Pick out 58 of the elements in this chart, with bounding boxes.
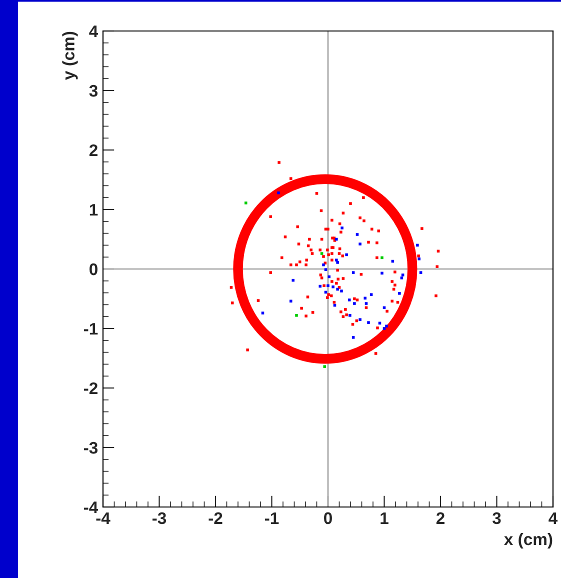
y-axis-title: y (cm) bbox=[62, 32, 78, 80]
point bbox=[323, 365, 326, 368]
point bbox=[358, 242, 362, 246]
point bbox=[352, 271, 355, 274]
point bbox=[367, 321, 370, 324]
x-tick-label: -1 bbox=[264, 512, 279, 524]
point bbox=[340, 226, 344, 230]
x-tick-label: 0 bbox=[324, 512, 332, 524]
point bbox=[380, 256, 384, 260]
y-tick-label: -4 bbox=[84, 502, 98, 514]
point bbox=[289, 300, 292, 303]
point bbox=[419, 271, 422, 274]
point bbox=[400, 276, 404, 280]
point bbox=[348, 298, 351, 302]
point bbox=[364, 302, 368, 305]
point bbox=[292, 278, 295, 282]
point bbox=[345, 253, 348, 256]
point bbox=[320, 252, 324, 255]
point bbox=[356, 233, 359, 236]
point bbox=[348, 314, 352, 317]
point bbox=[353, 302, 356, 305]
y-tick-label: 0 bbox=[90, 263, 98, 276]
y-tick-label: 1 bbox=[90, 204, 98, 216]
point bbox=[416, 244, 419, 247]
point bbox=[261, 312, 264, 314]
x-tick-label: -2 bbox=[208, 512, 222, 524]
point bbox=[382, 327, 386, 330]
x-tick-label: 3 bbox=[492, 512, 501, 524]
point bbox=[335, 258, 338, 262]
point bbox=[318, 284, 322, 288]
point bbox=[380, 272, 384, 275]
point bbox=[328, 275, 331, 278]
point bbox=[358, 318, 362, 321]
point bbox=[401, 274, 404, 276]
y-tick-label: 4 bbox=[89, 26, 98, 38]
y-tick-label: -2 bbox=[84, 382, 98, 394]
point bbox=[336, 261, 339, 264]
point bbox=[352, 336, 355, 339]
x-tick-label: 4 bbox=[548, 512, 558, 524]
y-tick-label: 3 bbox=[89, 84, 98, 97]
point bbox=[370, 293, 373, 296]
point bbox=[340, 290, 343, 292]
x-axis-title: x (cm) bbox=[504, 532, 552, 548]
point bbox=[385, 324, 388, 328]
point bbox=[332, 285, 334, 288]
x-tick-label: 2 bbox=[436, 512, 444, 524]
point bbox=[326, 284, 330, 288]
point bbox=[398, 292, 401, 295]
point bbox=[364, 296, 367, 300]
point bbox=[295, 314, 298, 317]
point bbox=[418, 257, 421, 260]
x-tick-label: 1 bbox=[380, 512, 388, 524]
y-tick-label: -3 bbox=[84, 442, 98, 454]
y-tick-label: -1 bbox=[84, 323, 98, 335]
point bbox=[277, 191, 280, 194]
x-tick-label: -3 bbox=[152, 512, 166, 524]
y-tick-label: 2 bbox=[89, 144, 98, 156]
point bbox=[244, 202, 248, 204]
